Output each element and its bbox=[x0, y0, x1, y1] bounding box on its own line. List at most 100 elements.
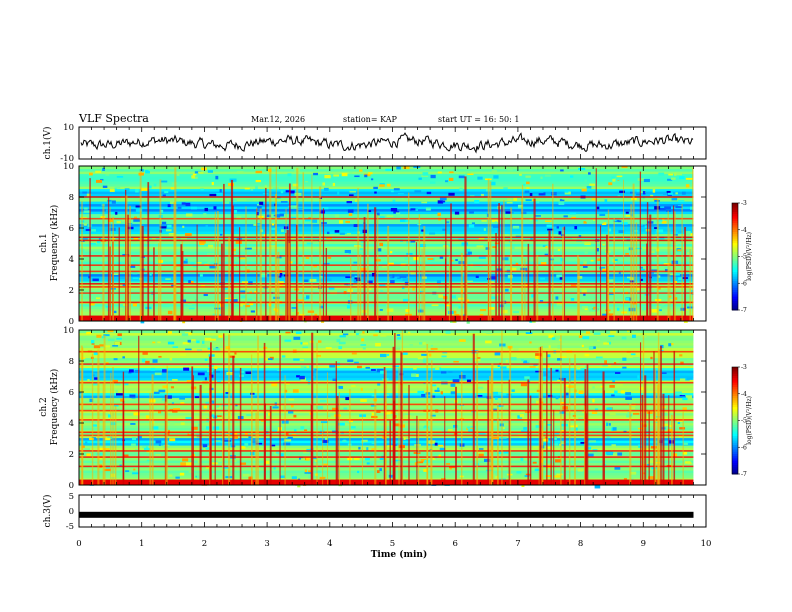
spectrogram-speckle bbox=[525, 267, 528, 272]
spectrogram-speckle bbox=[281, 355, 286, 358]
spectrogram-speckle bbox=[622, 366, 627, 369]
ch3-ytick-mid: 0 bbox=[69, 507, 74, 517]
spectrogram-speckle bbox=[304, 472, 312, 474]
spectrogram-speckle bbox=[83, 210, 91, 213]
spectrogram-sferic bbox=[112, 216, 114, 321]
spectrogram-speckle bbox=[240, 290, 246, 294]
spectrogram-speckle bbox=[642, 191, 646, 195]
spectrogram-sferic bbox=[327, 372, 329, 485]
spectrogram-sferic bbox=[673, 350, 676, 485]
spectrogram-speckle bbox=[560, 401, 565, 405]
spectrogram-speckle bbox=[167, 395, 172, 399]
spectrogram-speckle bbox=[540, 262, 547, 266]
spectrogram-speckle bbox=[529, 192, 533, 196]
spectrogram-speckle bbox=[481, 220, 487, 222]
spectrogram-sferic bbox=[279, 334, 281, 485]
spectrogram-speckle bbox=[605, 450, 613, 455]
spectrogram-band bbox=[79, 255, 694, 257]
spectrogram-sferic bbox=[524, 258, 526, 321]
spectrogram-speckle bbox=[556, 274, 562, 278]
spectrogram-speckle bbox=[204, 337, 212, 341]
spectrogram-speckle bbox=[591, 411, 598, 415]
spectrogram-sferic bbox=[408, 384, 410, 485]
spectrogram-speckle bbox=[354, 275, 358, 279]
spectrogram-sferic bbox=[284, 375, 286, 485]
spectrogram-speckle bbox=[500, 366, 507, 370]
colorbar-step bbox=[732, 285, 738, 289]
spectrogram-sferic bbox=[669, 228, 671, 321]
spectrogram-speckle bbox=[423, 468, 427, 472]
spectrogram-speckle bbox=[395, 212, 401, 216]
spectrogram-speckle bbox=[275, 214, 281, 218]
spectrogram-sferic bbox=[400, 352, 403, 485]
spectrogram-speckle bbox=[466, 299, 470, 303]
spectrogram-speckle bbox=[458, 238, 465, 241]
spectrogram-speckle bbox=[202, 444, 208, 448]
spectrogram-speckle bbox=[346, 305, 351, 309]
spectrogram-speckle bbox=[287, 173, 292, 177]
spectrogram-speckle bbox=[287, 436, 293, 439]
spectrogram-speckle bbox=[581, 188, 587, 192]
spectrogram-speckle bbox=[393, 210, 400, 214]
spectrogram-speckle bbox=[187, 339, 191, 343]
spectrogram-row bbox=[79, 208, 694, 212]
spectrogram-row bbox=[79, 221, 694, 225]
spectrogram-speckle bbox=[530, 246, 535, 250]
spectrogram-speckle bbox=[111, 200, 116, 204]
spectrogram-speckle bbox=[104, 345, 111, 348]
spectrogram-speckle bbox=[311, 219, 318, 223]
spectrogram-speckle bbox=[519, 414, 525, 418]
spectrogram-sferic bbox=[508, 379, 510, 485]
spectrogram-speckle bbox=[418, 309, 424, 313]
colorbar-step bbox=[732, 382, 738, 386]
spectrogram-speckle bbox=[380, 333, 387, 337]
spectrogram-speckle bbox=[405, 474, 408, 478]
spectrogram-speckle bbox=[230, 199, 237, 203]
spectrogram-speckle bbox=[175, 442, 178, 445]
spectrogram-speckle bbox=[441, 346, 445, 349]
spectrogram-speckle bbox=[85, 228, 91, 231]
spectrogram-speckle bbox=[272, 430, 278, 432]
spectrogram-speckle bbox=[304, 180, 309, 183]
spectrogram-speckle bbox=[674, 172, 677, 176]
ch1-spectrogram-xticks bbox=[78, 166, 707, 321]
spectrogram-speckle bbox=[160, 180, 168, 183]
spectrogram-speckle bbox=[635, 247, 642, 250]
spectrogram-speckle bbox=[644, 225, 648, 229]
colorbar-step bbox=[732, 252, 738, 255]
spectrogram-speckle bbox=[683, 442, 688, 445]
spectrogram-speckle bbox=[188, 307, 195, 310]
spectrogram-speckle bbox=[172, 458, 179, 461]
spectrogram-sferic bbox=[646, 243, 648, 321]
spectrogram-speckle bbox=[497, 404, 504, 407]
spectrogram-speckle bbox=[689, 379, 695, 383]
spectrogram-speckle bbox=[656, 219, 663, 222]
spectrogram-speckle bbox=[529, 341, 532, 344]
spectrogram-speckle bbox=[169, 201, 177, 204]
spectrogram-sferic bbox=[228, 237, 231, 321]
spectrogram-speckle bbox=[204, 358, 208, 361]
spectrogram-speckle bbox=[403, 476, 409, 480]
spectrogram-speckle bbox=[625, 396, 632, 400]
spectrogram-speckle bbox=[280, 201, 288, 203]
spectrogram-row bbox=[79, 218, 694, 222]
spectrogram-speckle bbox=[152, 426, 159, 430]
spectrogram-speckle bbox=[255, 442, 263, 445]
spectrogram-speckle bbox=[297, 299, 304, 302]
spectrogram-speckle bbox=[604, 199, 608, 203]
spectrogram-speckle bbox=[682, 407, 687, 411]
spectrogram-speckle bbox=[204, 207, 209, 212]
spectrogram-speckle bbox=[432, 457, 436, 460]
spectrogram-speckle bbox=[374, 330, 381, 332]
spectrogram-speckle bbox=[626, 276, 632, 279]
colorbar-step bbox=[732, 429, 738, 433]
spectrogram-speckle bbox=[95, 297, 101, 300]
spectrogram-sferic bbox=[174, 167, 177, 321]
spectrogram-speckle bbox=[285, 382, 290, 385]
spectrogram-sferic bbox=[573, 354, 576, 485]
spectrogram-sferic bbox=[385, 401, 387, 485]
spectrogram-sferic bbox=[460, 252, 463, 321]
colorbar-step bbox=[732, 260, 738, 264]
spectrogram-speckle bbox=[614, 372, 621, 374]
spectrogram-speckle bbox=[492, 391, 498, 395]
